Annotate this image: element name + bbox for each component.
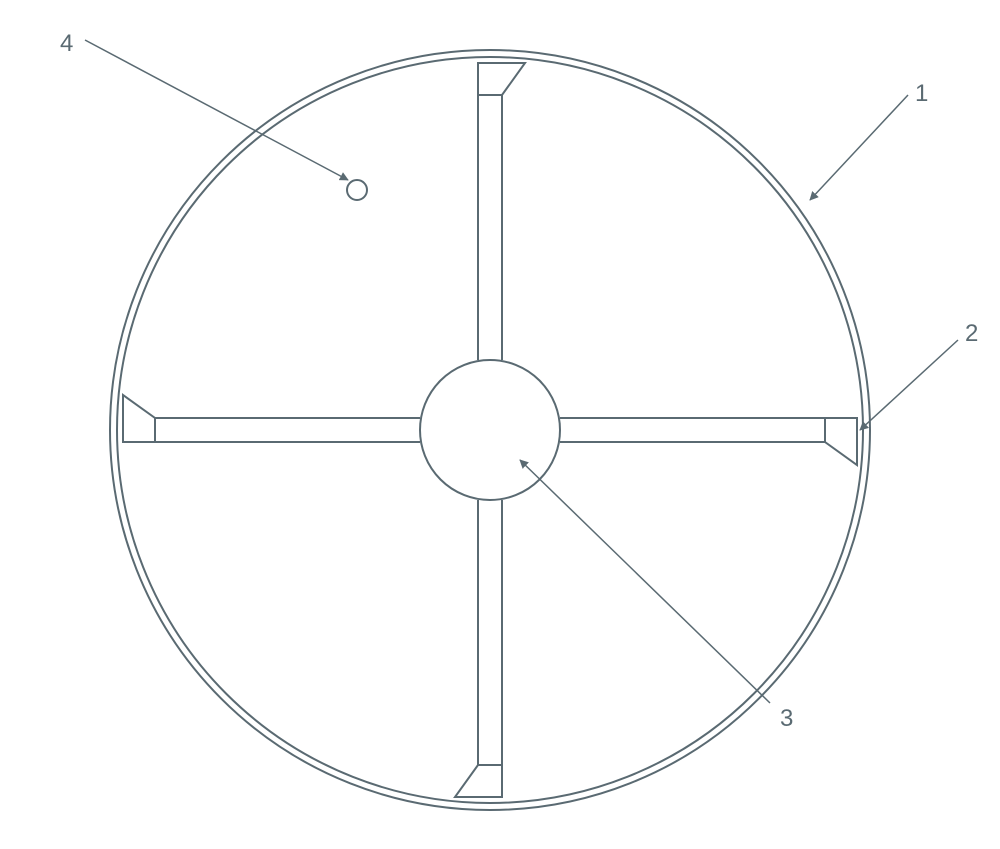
callout-label-3: 3 — [780, 705, 793, 733]
callout-label-4: 4 — [60, 30, 73, 58]
arm-wedge-bottom — [455, 765, 502, 797]
arm-wedge-top — [478, 63, 525, 95]
callout-label-1: 1 — [915, 80, 928, 108]
leader-line-2 — [860, 340, 958, 430]
leader-line-4 — [85, 40, 348, 180]
leader-line-3 — [520, 460, 770, 703]
small-circle — [347, 180, 367, 200]
arm-wedge-left — [123, 395, 155, 442]
callout-label-2: 2 — [965, 320, 978, 348]
leader-line-1 — [810, 95, 908, 200]
engineering-diagram — [0, 0, 1000, 849]
arm-wedge-right — [825, 418, 857, 465]
